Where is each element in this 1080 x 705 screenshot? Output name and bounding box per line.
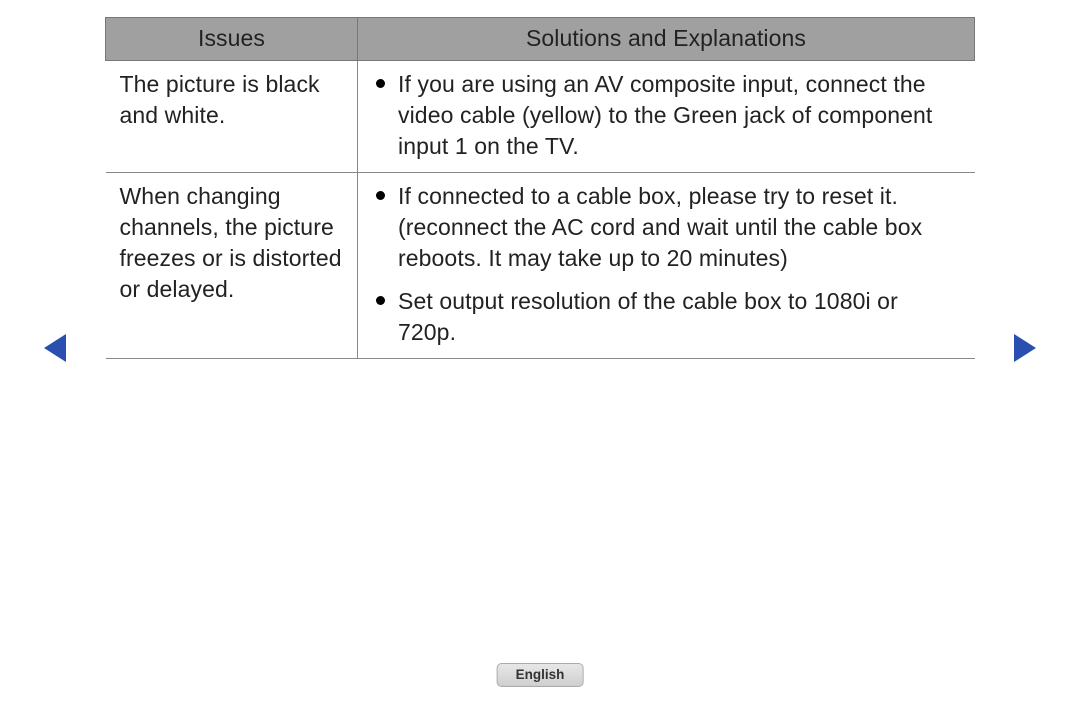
solution-item: Set output resolution of the cable box t… [372,286,961,348]
solution-item: If connected to a cable box, please try … [372,181,961,274]
header-solutions: Solutions and Explanations [358,18,975,61]
issue-cell: When changing channels, the picture free… [106,173,358,359]
troubleshooting-table: Issues Solutions and Explanations The pi… [105,17,975,359]
prev-page-arrow-icon[interactable] [44,334,66,362]
issue-cell: The picture is black and white. [106,61,358,173]
solution-list: If you are using an AV composite input, … [372,69,961,162]
solution-list: If connected to a cable box, please try … [372,181,961,348]
header-issues: Issues [106,18,358,61]
solution-cell: If you are using an AV composite input, … [358,61,975,173]
solution-item: If you are using an AV composite input, … [372,69,961,162]
table-body: The picture is black and white.If you ar… [106,61,975,359]
solution-cell: If connected to a cable box, please try … [358,173,975,359]
table-row: When changing channels, the picture free… [106,173,975,359]
table-row: The picture is black and white.If you ar… [106,61,975,173]
language-badge: English [497,663,584,687]
manual-page: Issues Solutions and Explanations The pi… [0,0,1080,705]
next-page-arrow-icon[interactable] [1014,334,1036,362]
table-header-row: Issues Solutions and Explanations [106,18,975,61]
